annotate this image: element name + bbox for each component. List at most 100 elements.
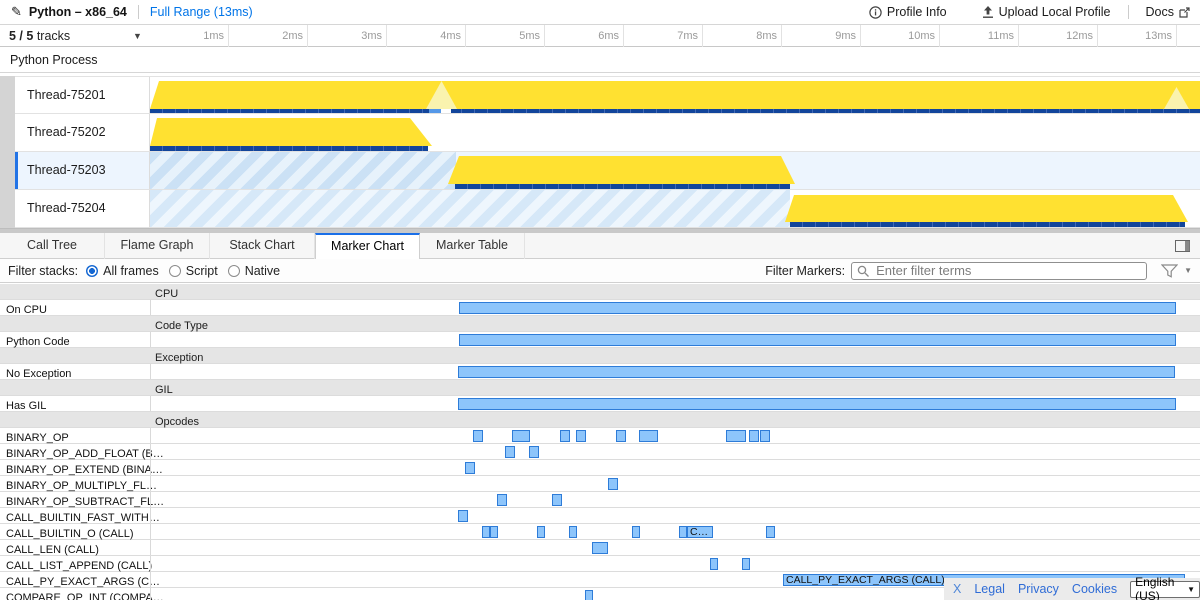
tab-stack-chart[interactable]: Stack Chart: [210, 233, 315, 259]
marker-bar[interactable]: [616, 430, 626, 442]
marker-bar[interactable]: [529, 446, 539, 458]
timeline-ruler: 5 / 5 tracks ▼ 1ms 2ms 3ms 4ms 5ms 6ms 7ms 8ms 9…: [0, 25, 1200, 47]
ruler-tick: 13ms: [1098, 25, 1177, 47]
label-column-divider: [150, 428, 151, 443]
marker-bar[interactable]: [465, 462, 475, 474]
marker-bar[interactable]: [710, 558, 718, 570]
radio-script[interactable]: Script: [168, 264, 218, 278]
marker-item-row-binary-op-subtract-fl: BINARY_OP_SUBTRACT_FL…: [0, 492, 1200, 508]
chevron-down-icon[interactable]: ▼: [133, 31, 142, 41]
marker-bar[interactable]: [473, 430, 483, 442]
cpu-activity-shape: [150, 118, 432, 146]
marker-bar[interactable]: [482, 526, 490, 538]
marker-bar[interactable]: [576, 430, 586, 442]
radio-circle[interactable]: [227, 264, 240, 277]
docs-link[interactable]: Docs: [1146, 5, 1190, 19]
marker-item-row-no-exception: No Exception: [0, 364, 1200, 380]
marker-row-label: BINARY_OP_SUBTRACT_FL…: [6, 496, 165, 508]
track-label[interactable]: Thread-75204: [15, 190, 150, 227]
tracks-dropdown[interactable]: 5 / 5 tracks: [0, 25, 150, 47]
tab-marker-table[interactable]: Marker Table: [420, 233, 525, 259]
marker-bar[interactable]: [458, 366, 1175, 378]
marker-bar[interactable]: [742, 558, 750, 570]
upload-profile-button[interactable]: Upload Local Profile: [982, 5, 1111, 19]
full-range-button[interactable]: Full Range (13ms): [149, 5, 253, 19]
marker-bar[interactable]: [760, 430, 770, 442]
track-activity-graph[interactable]: [150, 190, 1200, 227]
marker-bar[interactable]: [560, 430, 570, 442]
track-row-thread-75203[interactable]: Thread-75203: [15, 152, 1200, 190]
consent-close-button[interactable]: X: [953, 582, 962, 596]
docs-label: Docs: [1145, 5, 1174, 19]
label-column-divider: [150, 540, 151, 555]
marker-row-label: CALL_BUILTIN_O (CALL): [6, 528, 134, 540]
marker-row-label: No Exception: [6, 368, 72, 380]
consent-link-legal[interactable]: Legal: [974, 582, 1005, 596]
radio-label: Native: [244, 263, 281, 278]
sidebar-toggle-icon[interactable]: [1175, 240, 1190, 252]
funnel-filter-icon[interactable]: [1161, 263, 1179, 278]
marker-bar[interactable]: [592, 542, 608, 554]
funnel-caret-icon[interactable]: ▼: [1184, 266, 1192, 275]
process-track-header[interactable]: Python Process: [0, 47, 1200, 73]
edit-profile-name-icon[interactable]: ✎: [11, 4, 22, 19]
marker-bar[interactable]: C…: [687, 526, 713, 538]
language-select[interactable]: English (US) ▼: [1130, 575, 1200, 600]
marker-bar[interactable]: [552, 494, 562, 506]
panel-splitter[interactable]: [0, 228, 1200, 233]
idle-stripes: [150, 152, 456, 189]
marker-bar[interactable]: [497, 494, 507, 506]
profile-info-button[interactable]: Profile Info: [869, 5, 947, 19]
thread-tracks: Thread-75201 Thread-75202 Thread-75203 T…: [0, 76, 1200, 228]
ruler-tick: 8ms: [703, 25, 782, 47]
track-activity-graph[interactable]: [150, 114, 1200, 151]
marker-bar[interactable]: [608, 478, 618, 490]
marker-bar[interactable]: [459, 302, 1176, 314]
marker-row-label: BINARY_OP_MULTIPLY_FL…: [6, 480, 157, 492]
radio-circle[interactable]: [168, 264, 181, 277]
marker-bar[interactable]: [458, 398, 1176, 410]
marker-bar[interactable]: [749, 430, 759, 442]
marker-bar[interactable]: [726, 430, 746, 442]
tab-flame-graph[interactable]: Flame Graph: [105, 233, 210, 259]
marker-bar[interactable]: [458, 510, 468, 522]
marker-bar[interactable]: [537, 526, 545, 538]
track-label[interactable]: Thread-75201: [15, 77, 150, 113]
marker-bar[interactable]: [679, 526, 687, 538]
consent-link-cookies[interactable]: Cookies: [1071, 582, 1118, 596]
marker-row-label: CALL_BUILTIN_FAST_WITH…: [6, 512, 160, 524]
marker-bar[interactable]: [632, 526, 640, 538]
marker-bar[interactable]: [512, 430, 530, 442]
marker-bar[interactable]: [459, 334, 1176, 346]
tab-call-tree[interactable]: Call Tree: [0, 233, 105, 259]
track-label[interactable]: Thread-75202: [15, 114, 150, 151]
track-row-thread-75202[interactable]: Thread-75202: [15, 114, 1200, 152]
track-label[interactable]: Thread-75203: [15, 152, 150, 189]
filter-bar: Filter stacks: All frames Script Native Fi…: [0, 259, 1200, 283]
tab-marker-chart[interactable]: Marker Chart: [315, 233, 420, 259]
radio-circle[interactable]: [86, 264, 99, 277]
label-column-divider: [150, 300, 151, 315]
marker-bar[interactable]: [505, 446, 515, 458]
marker-row-label: CPU: [155, 288, 179, 300]
marker-filter-input[interactable]: [851, 261, 1148, 280]
ruler-tick: 10ms: [861, 25, 940, 47]
track-row-thread-75204[interactable]: Thread-75204: [15, 190, 1200, 228]
marker-item-row-binary-op-add-float-b: BINARY_OP_ADD_FLOAT (B…: [0, 444, 1200, 460]
marker-bar[interactable]: [569, 526, 577, 538]
consent-link-privacy[interactable]: Privacy: [1017, 582, 1059, 596]
marker-bar[interactable]: [585, 590, 593, 600]
ruler-tick: 11ms: [940, 25, 1019, 47]
track-row-thread-75201[interactable]: Thread-75201: [15, 76, 1200, 114]
track-activity-graph[interactable]: [150, 77, 1200, 113]
radio-native[interactable]: Native: [227, 263, 281, 278]
ruler-tick: 1ms: [150, 25, 229, 47]
marker-bar[interactable]: [766, 526, 775, 538]
marker-bar[interactable]: [639, 430, 658, 442]
marker-bar[interactable]: [490, 526, 498, 538]
marker-item-row-has-gil: Has GIL: [0, 396, 1200, 412]
cookie-consent-bar: X Legal Privacy Cookies English (US) ▼: [944, 575, 1200, 600]
ruler-tick: 4ms: [387, 25, 466, 47]
track-activity-graph[interactable]: [150, 152, 1200, 189]
radio-all-frames[interactable]: All frames: [86, 264, 159, 278]
